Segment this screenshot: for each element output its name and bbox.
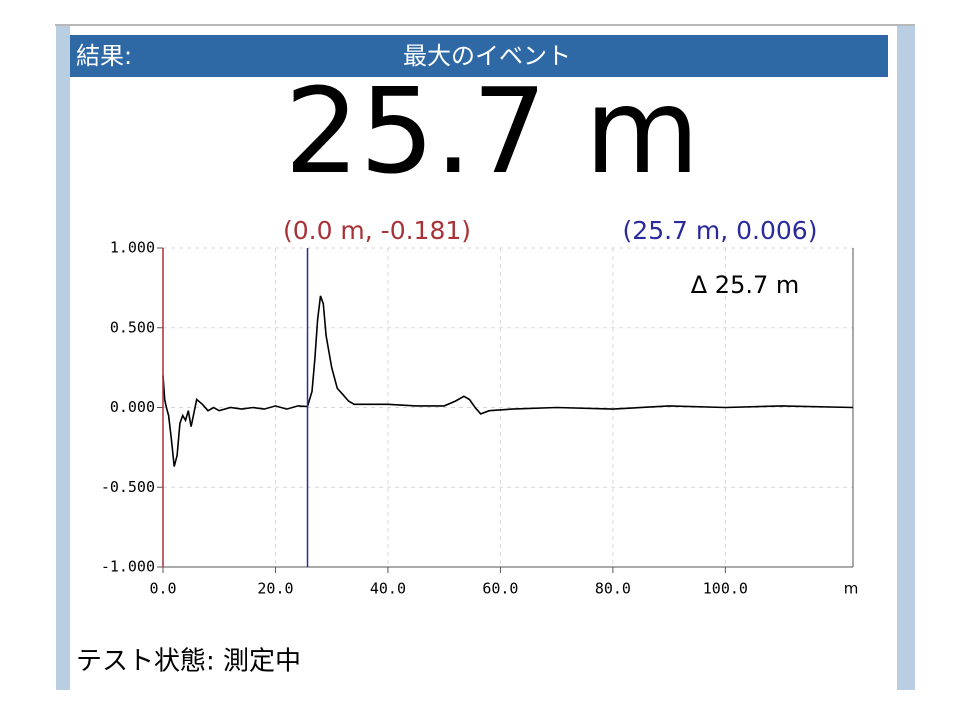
header-label: 結果: [76,42,132,70]
delta-annotation: Δ 25.7 m [691,271,800,299]
x-tick-label: 60.0 [482,580,518,598]
x-tick-label: 20.0 [257,580,293,598]
x-tick-label: 40.0 [370,580,406,598]
x-tick-label: 0.0 [149,580,176,598]
x-tick-label: 100.0 [703,580,748,598]
header-title: 最大のイベント [403,42,571,70]
y-tick-label: -1.000 [101,558,155,576]
y-tick-label: 0.000 [110,398,155,416]
right-frame [897,26,915,690]
trace-line [162,295,854,467]
y-tick-label: 1.000 [110,239,155,257]
y-tick-label: 0.500 [110,318,155,336]
status: テスト状態: 測定中 [76,647,301,677]
header-bar [70,35,888,77]
cursor-label: (25.7 m, 0.006) [623,216,818,245]
x-tick-label: 80.0 [595,580,631,598]
cursor-label: (0.0 m, -0.181) [283,216,471,245]
chart: -1.000 -0.500 0.000 0.500 1.000 0.0 20.0 40.0 60… [101,216,859,598]
y-tick-label: -0.500 [101,478,155,496]
left-frame [56,26,70,690]
x-unit: m [844,580,859,598]
result-value: 25.7 m [284,62,699,200]
